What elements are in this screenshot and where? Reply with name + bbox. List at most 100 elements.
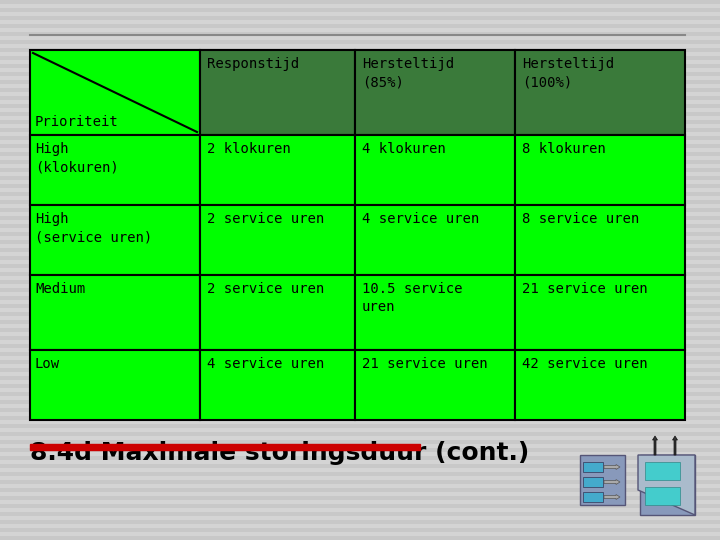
Bar (0, 344, 720, 348)
Bar (200, 50, 355, 135)
Bar (0, 280, 720, 284)
Bar (0, 208, 720, 212)
Bar (355, 205, 515, 275)
Bar (0, 312, 720, 316)
Bar (0, 56, 720, 60)
Text: 2 service uren: 2 service uren (207, 212, 324, 226)
Bar (30, 205, 200, 275)
Bar (0, 144, 720, 148)
Bar (515, 205, 685, 275)
Bar (0, 520, 720, 524)
Bar (30, 444, 420, 450)
Bar (0, 48, 720, 52)
Bar (0, 264, 720, 268)
Bar (0, 368, 720, 372)
Bar (0, 64, 720, 68)
Text: 8.4d Maximale storingsduur (cont.): 8.4d Maximale storingsduur (cont.) (30, 441, 529, 465)
Bar (0, 272, 720, 276)
Bar (0, 304, 720, 308)
Bar (30, 135, 200, 205)
Bar (30, 350, 200, 420)
Text: 21 service uren: 21 service uren (362, 357, 487, 371)
Bar (645, 487, 680, 505)
FancyArrow shape (604, 480, 620, 484)
Bar (0, 328, 720, 332)
Bar (0, 24, 720, 28)
Bar (0, 440, 720, 444)
Text: Low: Low (35, 357, 60, 371)
Bar (580, 455, 625, 505)
Bar (0, 136, 720, 140)
Bar (0, 248, 720, 252)
Text: Medium: Medium (35, 282, 85, 296)
Text: 4 klokuren: 4 klokuren (362, 142, 446, 156)
Bar (583, 462, 603, 472)
Bar (0, 0, 720, 4)
FancyArrow shape (652, 436, 657, 455)
Bar (0, 16, 720, 20)
Text: 8 klokuren: 8 klokuren (522, 142, 606, 156)
Bar (0, 360, 720, 364)
Bar (0, 96, 720, 100)
Bar (583, 477, 603, 487)
Text: 2 klokuren: 2 klokuren (207, 142, 291, 156)
Polygon shape (638, 455, 695, 515)
Bar (0, 416, 720, 420)
Bar (0, 392, 720, 396)
Bar (0, 464, 720, 468)
Bar (0, 376, 720, 380)
Bar (0, 336, 720, 340)
Bar (0, 296, 720, 300)
Bar (0, 112, 720, 116)
Text: 8 service uren: 8 service uren (522, 212, 639, 226)
Bar (30, 275, 200, 350)
Text: Hersteltijd
(100%): Hersteltijd (100%) (522, 57, 614, 90)
Bar (200, 350, 355, 420)
Bar (515, 135, 685, 205)
FancyArrow shape (672, 436, 678, 455)
Bar (0, 408, 720, 412)
Bar (0, 104, 720, 108)
Bar (0, 128, 720, 132)
Text: 4 service uren: 4 service uren (207, 357, 324, 371)
Bar (640, 455, 695, 515)
Bar (0, 536, 720, 540)
Bar (0, 88, 720, 92)
Bar (0, 320, 720, 324)
Text: 21 service uren: 21 service uren (522, 282, 647, 296)
Bar (0, 424, 720, 428)
Bar (0, 448, 720, 452)
Text: Responstijd: Responstijd (207, 57, 299, 71)
Bar (0, 512, 720, 516)
Text: 4 service uren: 4 service uren (362, 212, 480, 226)
Bar (355, 275, 515, 350)
Bar (0, 256, 720, 260)
Bar (355, 50, 515, 135)
Text: 10.5 service
uren: 10.5 service uren (362, 282, 462, 314)
Bar (0, 184, 720, 188)
Bar (0, 200, 720, 204)
Bar (0, 352, 720, 356)
Bar (515, 350, 685, 420)
Bar (645, 462, 680, 480)
Bar (0, 232, 720, 236)
Bar (0, 168, 720, 172)
Bar (0, 80, 720, 84)
Bar (0, 216, 720, 220)
Text: 2 service uren: 2 service uren (207, 282, 324, 296)
Bar (0, 528, 720, 532)
Bar (0, 432, 720, 436)
Bar (0, 8, 720, 12)
Bar (355, 350, 515, 420)
Bar (30, 50, 200, 135)
Text: High
(service uren): High (service uren) (35, 212, 152, 245)
Bar (0, 480, 720, 484)
Bar (0, 456, 720, 460)
Bar (0, 488, 720, 492)
Bar (200, 275, 355, 350)
Bar (0, 32, 720, 36)
Bar (0, 288, 720, 292)
FancyArrow shape (604, 464, 620, 469)
Bar (0, 72, 720, 76)
Bar (515, 50, 685, 135)
